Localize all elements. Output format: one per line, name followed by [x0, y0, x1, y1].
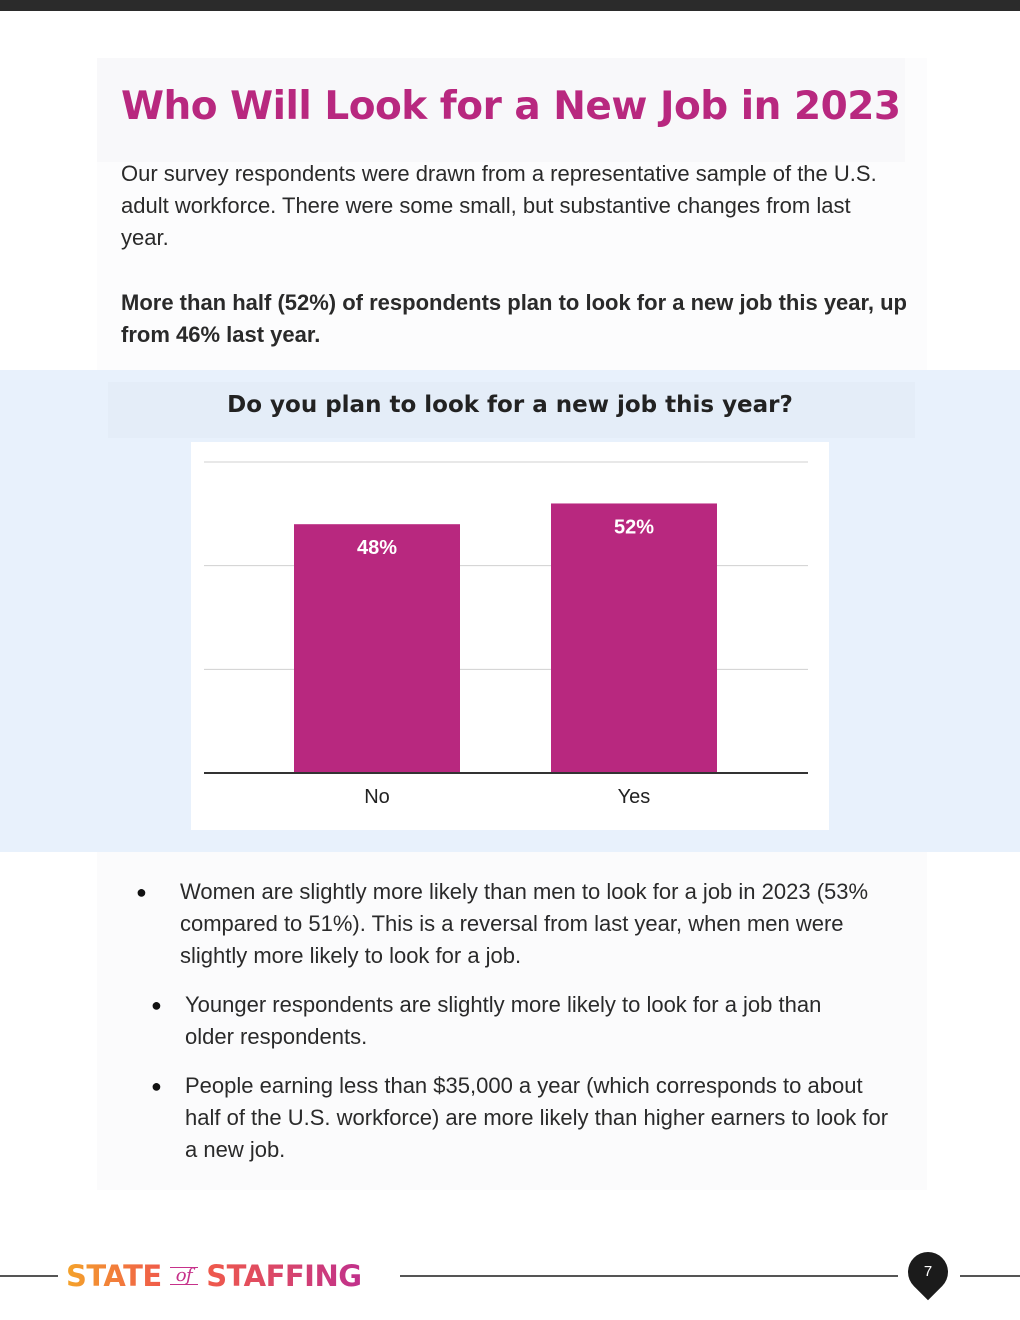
- chart-title: Do you plan to look for a new job this y…: [227, 392, 793, 418]
- bullet-item-younger: Younger respondents are slightly more li…: [185, 992, 822, 1049]
- footer-rule-middle: [400, 1275, 898, 1277]
- footer-rule-right: [960, 1275, 1020, 1277]
- footer-rule-left: [0, 1275, 58, 1277]
- brand-logo: STATE of STAFFING: [66, 1259, 362, 1293]
- intro-paragraph: Our survey respondents were drawn from a…: [121, 161, 877, 250]
- chart-section: Do you plan to look for a new job this y…: [0, 370, 1020, 852]
- bullet-item-earnings: People earning less than $35,000 a year …: [185, 1073, 889, 1162]
- x-tick-label: Yes: [618, 786, 651, 808]
- chart-title-band: [108, 382, 915, 438]
- highlight-paragraph: More than half (52%) of respondents plan…: [121, 290, 907, 347]
- title-band: [97, 58, 905, 162]
- brand-staffing-text: STAFFING: [206, 1259, 362, 1293]
- data-label: 48%: [357, 537, 397, 559]
- data-label: 52%: [614, 516, 654, 538]
- bar-chart: 48% No 52% Yes: [204, 461, 808, 808]
- bar-no: [294, 524, 460, 773]
- brand-of-text: of: [169, 1267, 199, 1285]
- top-bar: [0, 0, 1020, 11]
- bullet-dot: ●: [151, 1076, 162, 1096]
- bullet-dot: ●: [151, 995, 162, 1015]
- bar-yes: [551, 503, 717, 773]
- brand-state-text: STATE: [66, 1259, 162, 1293]
- bullet-item-women: Women are slightly more likely than men …: [180, 879, 869, 968]
- bullet-dot: ●: [136, 882, 147, 902]
- page-number: 7: [923, 1263, 933, 1280]
- x-tick-label: No: [364, 786, 390, 808]
- bullets-card: [97, 852, 927, 1190]
- page-title: Who Will Look for a New Job in 2023: [121, 84, 901, 129]
- chart-panel: 48% No 52% Yes: [191, 442, 829, 830]
